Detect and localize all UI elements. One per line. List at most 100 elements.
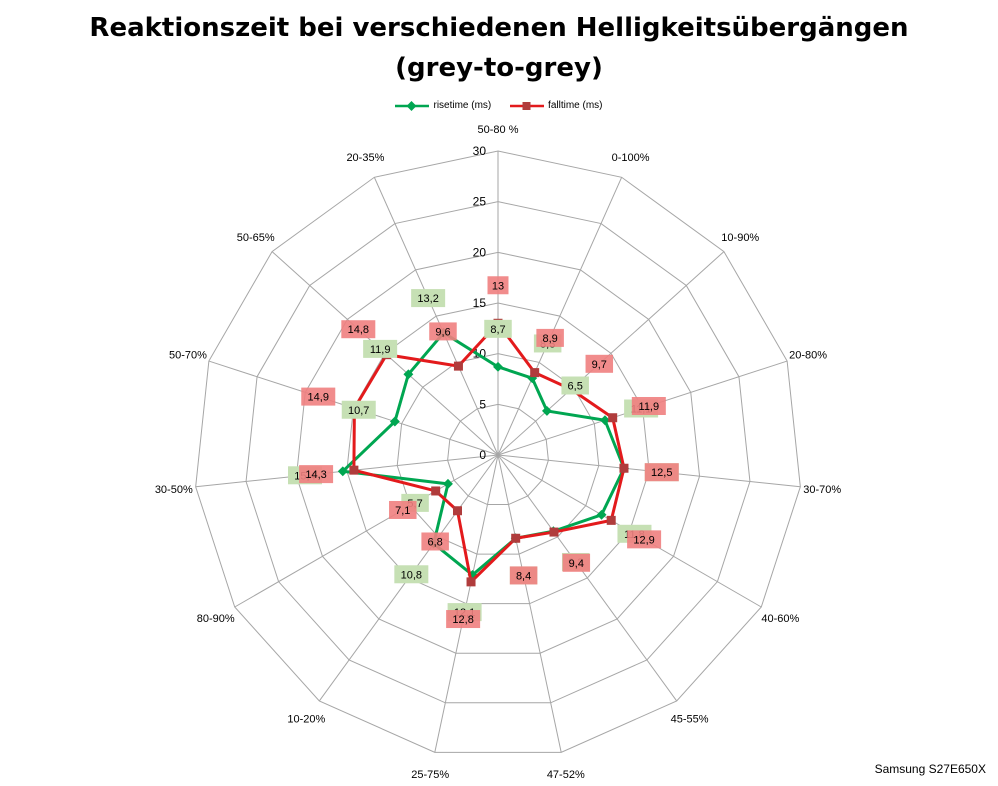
category-label: 0-100% xyxy=(612,152,650,164)
data-point xyxy=(466,577,476,587)
data-label: 12,9 xyxy=(633,534,654,546)
data-label: 9,4 xyxy=(569,558,584,570)
grid-ring xyxy=(447,403,549,506)
category-label: 20-80% xyxy=(789,349,827,361)
data-label: 7,1 xyxy=(395,505,410,517)
r-tick-label: 0 xyxy=(479,448,486,462)
chart-title-line-1: Reaktionszeit bei verschiedenen Helligke… xyxy=(89,13,909,43)
data-label-box xyxy=(644,463,679,482)
data-label: 6,5 xyxy=(568,380,583,392)
grid-ring xyxy=(195,150,801,753)
data-point xyxy=(596,509,607,520)
data-point xyxy=(608,413,618,423)
data-label-box xyxy=(363,339,398,358)
data-point xyxy=(349,465,359,475)
data-label-box xyxy=(627,530,662,549)
data-point xyxy=(600,415,610,426)
legend-swatch-risetime xyxy=(395,100,430,111)
category-label: 30-70% xyxy=(803,484,841,496)
data-label: 6,8 xyxy=(428,536,443,548)
r-tick-label: 20 xyxy=(473,245,487,259)
data-label-box xyxy=(299,465,334,484)
data-label-box xyxy=(429,322,457,341)
data-point xyxy=(431,486,441,496)
data-label-box xyxy=(389,500,417,519)
legend-swatch-falltime xyxy=(510,101,545,110)
chart-title-line-2: (grey-to-grey) xyxy=(395,53,603,83)
data-label: 8,7 xyxy=(490,324,505,336)
r-tick-label: 25 xyxy=(473,195,487,209)
data-label-box xyxy=(411,289,446,308)
data-label-box xyxy=(421,532,449,551)
category-label: 50-65% xyxy=(237,232,275,244)
data-label: 14,8 xyxy=(348,324,369,336)
category-label: 45-55% xyxy=(671,714,709,726)
data-point xyxy=(337,466,348,477)
grid-ring xyxy=(295,251,701,654)
category-label: 10-90% xyxy=(721,232,759,244)
legend-label-falltime: falltime (ms) xyxy=(548,100,603,111)
data-label: 10,8 xyxy=(401,569,422,581)
data-label: 14,3 xyxy=(305,469,326,481)
data-label-box xyxy=(631,396,666,415)
data-label: 12,8 xyxy=(452,614,473,626)
category-label: 20-35% xyxy=(346,152,384,164)
legend: risetime (ms) falltime (ms) xyxy=(0,100,998,114)
data-label-box xyxy=(562,553,591,572)
data-point xyxy=(541,405,552,416)
data-point xyxy=(549,527,559,537)
category-label: 10-20% xyxy=(287,714,325,726)
data-label-box xyxy=(301,387,336,406)
data-label-box xyxy=(536,328,564,347)
data-label: 12,5 xyxy=(651,467,672,479)
legend-label-risetime: risetime (ms) xyxy=(433,100,492,111)
data-point xyxy=(403,369,414,380)
data-point xyxy=(493,361,503,372)
data-point xyxy=(389,416,400,427)
grid-spoke xyxy=(373,177,499,456)
series-line xyxy=(341,331,626,577)
data-point xyxy=(511,533,521,543)
data-point xyxy=(452,506,462,516)
chart-title: Reaktionszeit bei verschiedenen Helligke… xyxy=(0,8,998,88)
legend-item-falltime: falltime (ms) xyxy=(510,100,603,111)
legend-item-risetime: risetime (ms) xyxy=(395,100,491,111)
series-line xyxy=(352,322,626,584)
data-label: 13 xyxy=(492,280,504,292)
data-label-box xyxy=(484,319,512,338)
data-point xyxy=(530,368,540,378)
grid-spoke xyxy=(497,177,623,456)
data-label-box xyxy=(446,610,481,629)
data-label: 11,9 xyxy=(370,344,391,356)
category-label: 47-52% xyxy=(547,769,585,781)
grid-spoke xyxy=(497,251,725,456)
data-label: 11,9 xyxy=(639,401,660,413)
r-tick-label: 30 xyxy=(473,144,487,158)
data-point xyxy=(453,361,463,371)
category-label: 30-50% xyxy=(155,484,193,496)
data-labels-falltime: 13 8,9 9,7 11,9 12,5 12,9 9,4 8,4 12,8 6,8 7,1 14,3… xyxy=(299,276,679,629)
category-label: 40-60% xyxy=(761,613,799,625)
data-point xyxy=(619,463,629,473)
data-label: 10,7 xyxy=(348,405,369,417)
category-label: 25-75% xyxy=(411,769,449,781)
grid-spoke xyxy=(234,454,499,608)
data-label-box xyxy=(585,354,614,373)
data-point xyxy=(606,515,616,525)
category-label: 50-70% xyxy=(169,349,207,361)
data-label-box xyxy=(341,400,376,419)
data-label-box xyxy=(487,276,509,295)
data-label-box xyxy=(561,376,589,395)
grid-spoke xyxy=(497,454,562,753)
data-label: 14,9 xyxy=(308,392,329,404)
data-label: 9,6 xyxy=(435,326,450,338)
data-label: 8,9 xyxy=(542,333,557,345)
radar-grid xyxy=(195,150,801,753)
r-tick-label: 5 xyxy=(479,397,486,411)
grid-ring xyxy=(245,201,751,704)
data-point xyxy=(443,478,453,489)
data-label: 8,4 xyxy=(516,570,531,582)
category-label: 50-80 % xyxy=(478,124,519,136)
category-label: 80-90% xyxy=(197,613,235,625)
